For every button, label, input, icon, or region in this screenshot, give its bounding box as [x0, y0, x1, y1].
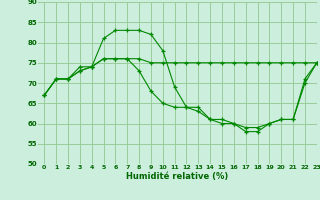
X-axis label: Humidité relative (%): Humidité relative (%)	[126, 172, 229, 181]
